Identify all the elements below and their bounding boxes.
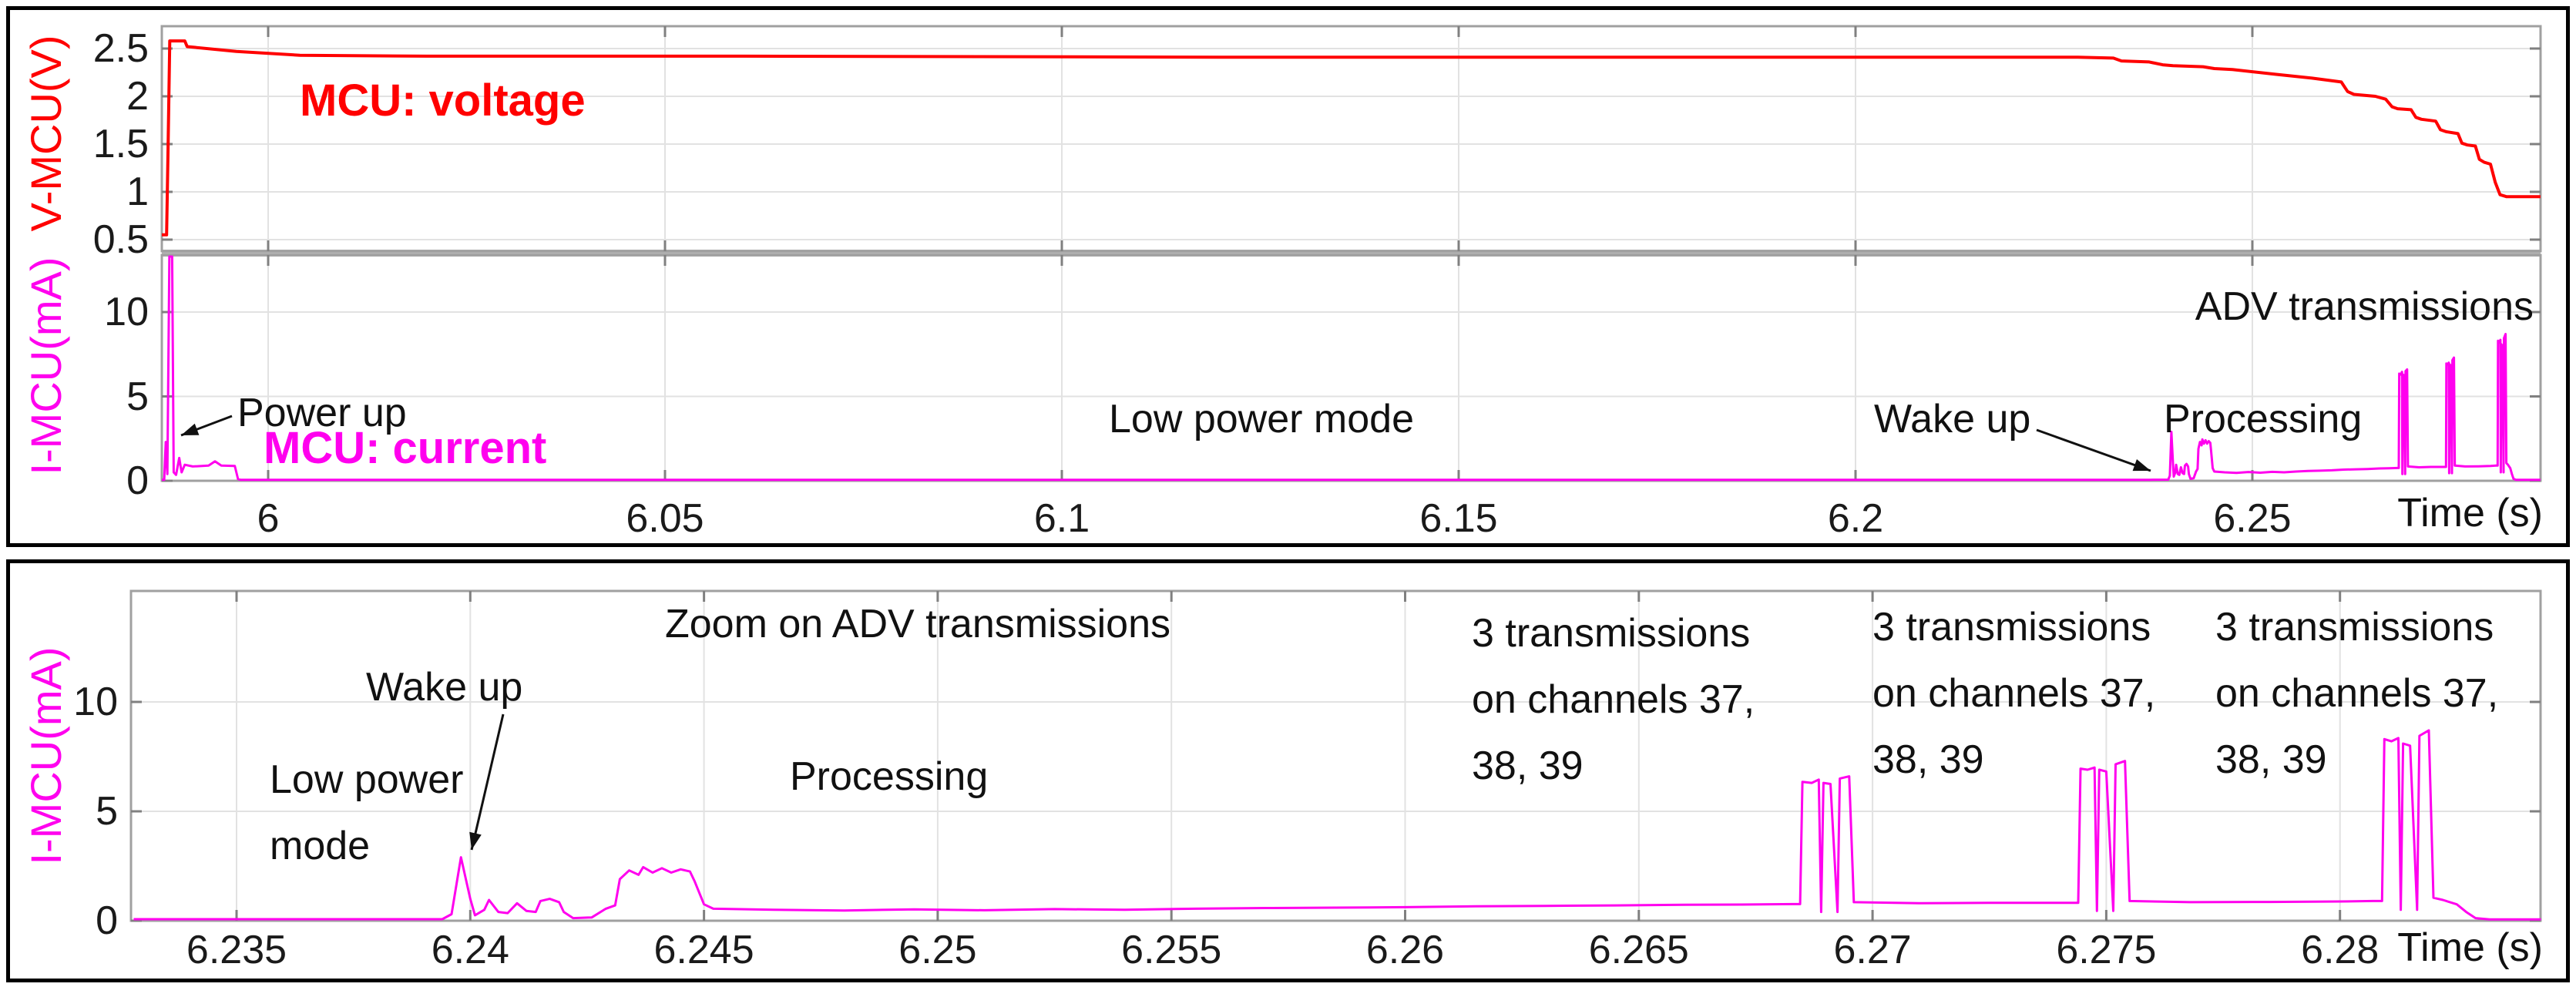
current-y-tick-label: 0 [126,458,149,503]
voltage-y-tick-label: 1 [126,170,149,214]
transmissions-label-2-line1: 3 transmissions [1872,605,2151,650]
zoom-wake-up-annotation: Wake up [366,665,523,710]
time-axis-label-top: Time (s) [2397,491,2543,535]
zoom-y-tick-label: 5 [96,789,118,834]
time-x-tick-label: 6.2 [1827,496,1884,541]
zoom-y-tick-label: 10 [73,680,118,724]
time-x-tick-label: 6.15 [1419,496,1498,541]
zoom-x-tick-label: 6.245 [653,928,754,972]
transmissions-label-3: 3 transmissions on channels 37, 38, 39 [2215,594,2498,793]
zoom-x-tick-label: 6.26 [1365,928,1445,972]
zoom-y-axis-label: I-MCU(mA) [22,646,70,865]
processing-annotation: Processing [2164,397,2363,441]
zoom-low-power-line2: mode [270,824,371,868]
voltage-y-tick-label: 1.5 [92,122,149,166]
transmissions-label-3-line2: on channels 37, [2215,671,2499,716]
zoom-adv-figure: I-MCU(mA) Zoom on ADV transmissions 3 tr… [6,559,2570,982]
time-x-tick-label: 6.05 [626,496,704,541]
zoom-x-tick-label: 6.235 [186,928,287,972]
voltage-y-tick-label: 2.5 [92,26,149,71]
transmissions-label-1-line2: on channels 37, [1472,677,1755,722]
zoom-x-tick-label: 6.27 [1833,928,1912,972]
current-y-tick-label: 5 [126,374,149,419]
current-series-label: MCU: current [264,423,547,473]
zoom-y-tick-label: 0 [96,898,118,943]
zoom-processing-annotation: Processing [790,754,989,799]
zoom-x-tick-label: 6.24 [431,928,509,972]
zoom-x-tick-label: 6.265 [1588,928,1689,972]
voltage-series-label: MCU: voltage [300,76,586,126]
power-up-annotation: Power up [237,391,407,435]
adv-transmissions-annotation: ADV transmissions [2195,284,2534,329]
transmissions-label-1: 3 transmissions on channels 37, 38, 39 [1472,600,1755,799]
transmissions-label-3-line1: 3 transmissions [2215,605,2494,650]
zoom-x-tick-label: 6.28 [2301,928,2380,972]
voltage-current-plot-canvas [160,25,2542,482]
voltage-y-tick-label: 0.5 [92,217,149,262]
transmissions-label-1-line3: 38, 39 [1472,744,1584,788]
zoom-x-tick-label: 6.275 [2056,928,2157,972]
current-y-tick-label: 10 [104,290,149,334]
zoom-low-power-line1: Low power [270,757,464,802]
transmissions-label-2: 3 transmissions on channels 37, 38, 39 [1872,594,2155,793]
transmissions-label-2-line3: 38, 39 [1872,737,1984,782]
time-axis-label-bottom: Time (s) [2397,925,2543,970]
transmissions-label-3-line3: 38, 39 [2215,737,2327,782]
low-power-mode-annotation: Low power mode [1109,397,1414,441]
voltage-y-tick-label: 2 [126,74,149,119]
zoom-x-tick-label: 6.25 [898,928,977,972]
zoom-adv-plot-canvas [129,589,2542,922]
voltage-current-figure: V-MCU(V) I-MCU(mA) MCU: voltage MCU: cur… [6,6,2570,547]
transmissions-label-1-line1: 3 transmissions [1472,611,1751,656]
zoom-low-power-annotation: Low power mode [270,747,463,879]
zoom-title: Zoom on ADV transmissions [665,602,1171,646]
time-x-tick-label: 6 [257,496,280,541]
wake-up-annotation: Wake up [1874,397,2031,441]
time-x-tick-label: 6.1 [1033,496,1090,541]
time-x-tick-label: 6.25 [2213,496,2292,541]
transmissions-label-2-line2: on channels 37, [1872,671,2156,716]
zoom-x-tick-label: 6.255 [1121,928,1222,972]
